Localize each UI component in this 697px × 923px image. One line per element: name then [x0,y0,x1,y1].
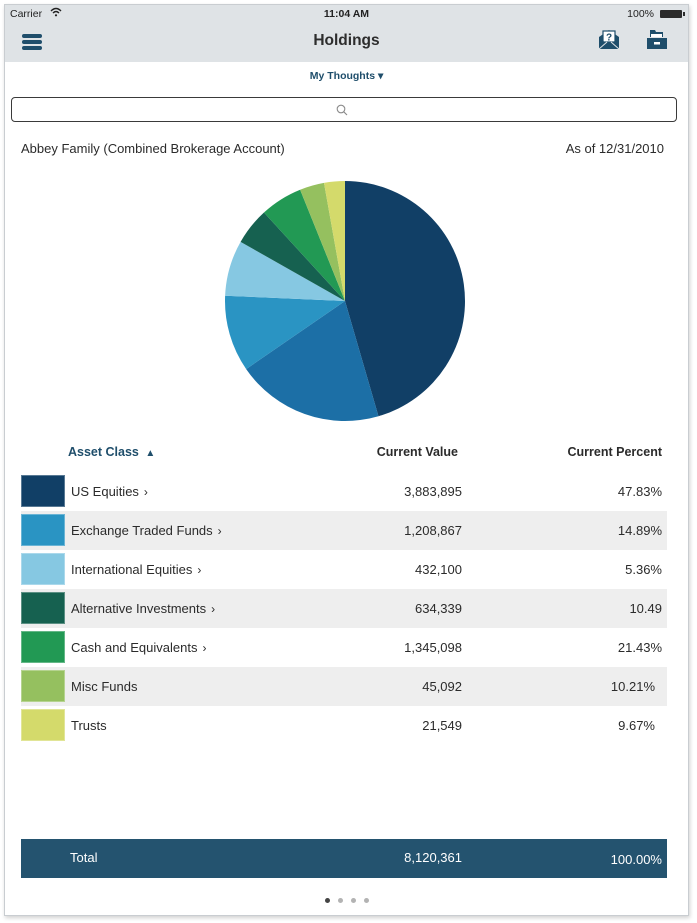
search-input[interactable] [12,98,680,123]
asset-class-label: Trusts [71,718,107,733]
holdings-table: US Equities › 3,883,895 47.83% Exchange T… [21,472,667,745]
total-label: Total [70,850,98,865]
current-value: 634,339 [415,601,462,616]
table-row: Misc Funds 45,092 10.21% [21,667,667,706]
pie-slice-international-equities[interactable] [225,241,345,301]
navigation-bar: Carrier 11:04 AM 100% Holdings ? [5,5,688,62]
total-value: 8,120,361 [404,850,462,865]
pie-slice-trusts[interactable] [323,181,345,301]
color-swatch [21,709,65,741]
table-row[interactable]: US Equities › 3,883,895 47.83% [21,472,667,511]
asset-class-label: Alternative Investments [71,601,207,616]
current-value: 1,345,098 [404,640,462,655]
svg-text:?: ? [606,33,612,44]
page-dot-1[interactable] [324,898,330,903]
account-name: Abbey Family (Combined Brokerage Account… [21,141,285,156]
asset-allocation-pie-chart [225,181,466,422]
asset-class-label: International Equities [71,562,193,577]
color-swatch [21,553,65,585]
chevron-right-icon: › [143,485,148,499]
as-of-date: As of 12/31/2010 [565,141,664,156]
battery-percent: 100% [627,8,654,20]
current-percent: 14.89% [617,523,662,538]
asset-class-label: Misc Funds [71,679,138,694]
asset-class-label: Exchange Traded Funds [71,523,213,538]
app-frame: Carrier 11:04 AM 100% Holdings ? [4,4,689,916]
pie-slice-exchange-traded-funds[interactable] [225,295,345,370]
current-percent: 5.36% [625,562,662,577]
my-thoughts-label: My Thoughts [309,70,376,82]
hamburger-menu-icon[interactable] [22,34,42,50]
current-percent: 9.67% [618,718,655,733]
page-dot-2[interactable] [337,898,343,903]
asset-class-label: Cash and Equivalents [71,640,198,655]
color-swatch [21,475,65,507]
chevron-right-icon: › [197,563,202,577]
page-title: Holdings [313,32,380,49]
page-dot-4[interactable] [363,898,369,903]
current-value: 45,092 [422,679,462,694]
clock: 11:04 AM [323,8,370,20]
pie-slice-misc-funds[interactable] [300,182,345,301]
table-row[interactable]: Alternative Investments › 634,339 10.49 [21,589,667,628]
color-swatch [21,592,65,624]
current-value: 1,208,867 [404,523,462,538]
chevron-right-icon: › [217,524,222,538]
pie-slice-cash-and-equivalents[interactable] [263,189,345,301]
battery-icon [660,10,685,18]
asset-class-header-label: Asset Class [68,445,139,459]
status-bar: Carrier 11:04 AM 100% [5,5,688,23]
page-dot-3[interactable] [350,898,356,903]
pie-slice-us-equities[interactable] [345,181,466,417]
current-percent: 10.21% [610,679,655,694]
color-swatch [21,514,65,546]
table-row[interactable]: Cash and Equivalents › 1,345,098 21.43% [21,628,667,667]
wifi-icon [50,7,62,20]
current-value: 3,883,895 [404,484,462,499]
pie-slice-alternative-investments[interactable] [240,212,345,301]
page-indicator [5,890,688,908]
chevron-right-icon: › [211,602,216,616]
color-swatch [21,631,65,663]
current-percent: 47.83% [617,484,662,499]
chevron-down-icon: ▾ [377,70,384,82]
asset-class-label: US Equities [71,484,139,499]
current-value: 432,100 [415,562,462,577]
asset-class-header[interactable]: Asset Class ▲ [68,445,155,459]
envelope-question-icon[interactable]: ? [597,28,621,50]
table-row[interactable]: Exchange Traded Funds › 1,208,867 14.89% [21,511,667,550]
table-row[interactable]: International Equities › 432,100 5.36% [21,550,667,589]
total-row: Total 8,120,361 100.00% [21,839,667,878]
sort-ascending-icon: ▲ [145,448,156,459]
my-thoughts-dropdown[interactable]: My Thoughts ▾ [5,70,688,82]
current-percent: 21.43% [617,640,662,655]
pie-slice-unlabeled[interactable] [246,301,379,422]
chevron-right-icon: › [202,641,207,655]
table-row: Trusts 21,549 9.67% [21,706,667,745]
current-value-header[interactable]: Current Value [376,445,458,459]
carrier-label: Carrier [10,8,43,20]
current-percent: 10.49 [629,601,662,616]
current-value: 21,549 [422,718,462,733]
total-percent: 100.00% [610,852,662,867]
color-swatch [21,670,65,702]
file-drawer-icon[interactable] [646,28,668,50]
current-percent-header[interactable]: Current Percent [567,445,662,459]
search-field[interactable] [11,97,680,123]
